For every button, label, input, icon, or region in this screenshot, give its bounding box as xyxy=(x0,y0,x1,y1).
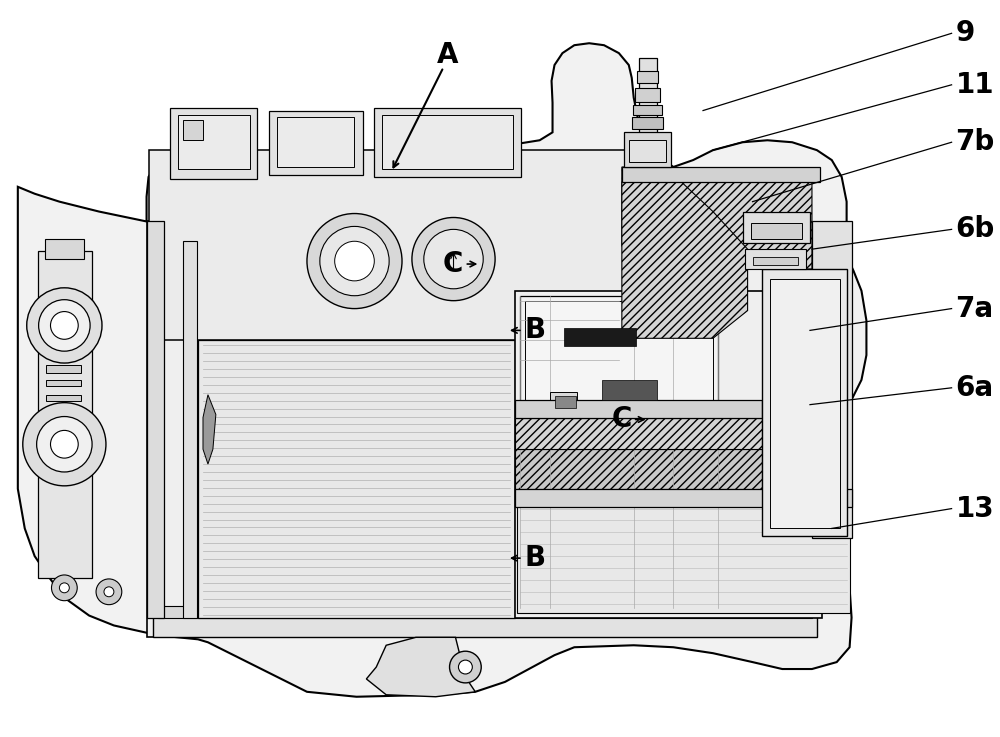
Bar xyxy=(515,399,762,418)
Bar xyxy=(525,301,713,469)
Bar xyxy=(635,88,660,102)
Circle shape xyxy=(51,430,78,458)
Bar xyxy=(517,503,850,612)
Bar xyxy=(520,296,718,474)
Bar xyxy=(751,223,802,240)
Bar xyxy=(269,111,363,175)
Bar xyxy=(564,329,636,346)
Circle shape xyxy=(23,402,106,486)
Circle shape xyxy=(51,312,78,339)
Bar xyxy=(153,615,817,638)
Bar xyxy=(745,249,806,269)
Bar xyxy=(550,392,577,410)
Bar xyxy=(149,150,658,340)
Bar xyxy=(183,120,203,140)
Circle shape xyxy=(335,241,374,281)
Text: 6a: 6a xyxy=(956,374,994,402)
Text: 11: 11 xyxy=(956,71,994,99)
Bar xyxy=(46,365,81,373)
Bar xyxy=(753,257,798,265)
Bar xyxy=(624,133,671,167)
Bar xyxy=(555,396,576,408)
Circle shape xyxy=(458,660,472,674)
Polygon shape xyxy=(366,638,475,696)
Text: C: C xyxy=(443,250,463,278)
Bar xyxy=(762,269,847,537)
Bar xyxy=(743,212,810,243)
Bar xyxy=(637,71,658,83)
Bar xyxy=(515,291,822,618)
Text: 13: 13 xyxy=(956,495,994,523)
Bar xyxy=(38,251,92,578)
Bar xyxy=(633,105,662,114)
Bar xyxy=(632,117,663,130)
Bar xyxy=(629,140,666,162)
Bar xyxy=(158,606,812,618)
Text: 6b: 6b xyxy=(956,215,995,243)
Bar xyxy=(170,108,257,179)
Polygon shape xyxy=(622,167,748,338)
Circle shape xyxy=(320,226,389,296)
Bar xyxy=(147,221,164,618)
Polygon shape xyxy=(203,395,216,464)
Text: C: C xyxy=(611,405,632,433)
Circle shape xyxy=(51,575,77,601)
Bar xyxy=(770,279,840,528)
Text: 7b: 7b xyxy=(956,128,995,156)
Bar xyxy=(277,117,354,167)
Bar xyxy=(639,58,657,137)
Text: 9: 9 xyxy=(956,19,975,47)
Circle shape xyxy=(450,652,481,683)
Circle shape xyxy=(104,587,114,597)
Circle shape xyxy=(307,214,402,309)
Circle shape xyxy=(96,579,122,604)
Bar xyxy=(46,395,81,401)
Text: 7a: 7a xyxy=(956,295,994,323)
Polygon shape xyxy=(622,182,812,269)
Circle shape xyxy=(412,217,495,301)
Bar xyxy=(382,114,513,169)
Text: B: B xyxy=(525,316,546,344)
Bar xyxy=(622,167,820,182)
Bar xyxy=(602,380,657,399)
Bar xyxy=(46,380,81,386)
Polygon shape xyxy=(18,43,866,696)
Bar xyxy=(515,489,852,506)
Text: A: A xyxy=(437,41,458,69)
Bar xyxy=(812,221,852,538)
Circle shape xyxy=(37,416,92,472)
Bar xyxy=(178,114,250,169)
Circle shape xyxy=(424,229,483,289)
Bar xyxy=(147,221,810,638)
Circle shape xyxy=(27,288,102,363)
Bar xyxy=(45,240,84,259)
Bar xyxy=(183,241,197,618)
Circle shape xyxy=(59,583,69,593)
Polygon shape xyxy=(515,449,762,489)
Bar xyxy=(555,405,572,414)
Text: B: B xyxy=(525,544,546,572)
Circle shape xyxy=(39,300,90,351)
Polygon shape xyxy=(515,418,762,449)
Bar xyxy=(198,340,515,618)
Bar xyxy=(374,108,521,177)
